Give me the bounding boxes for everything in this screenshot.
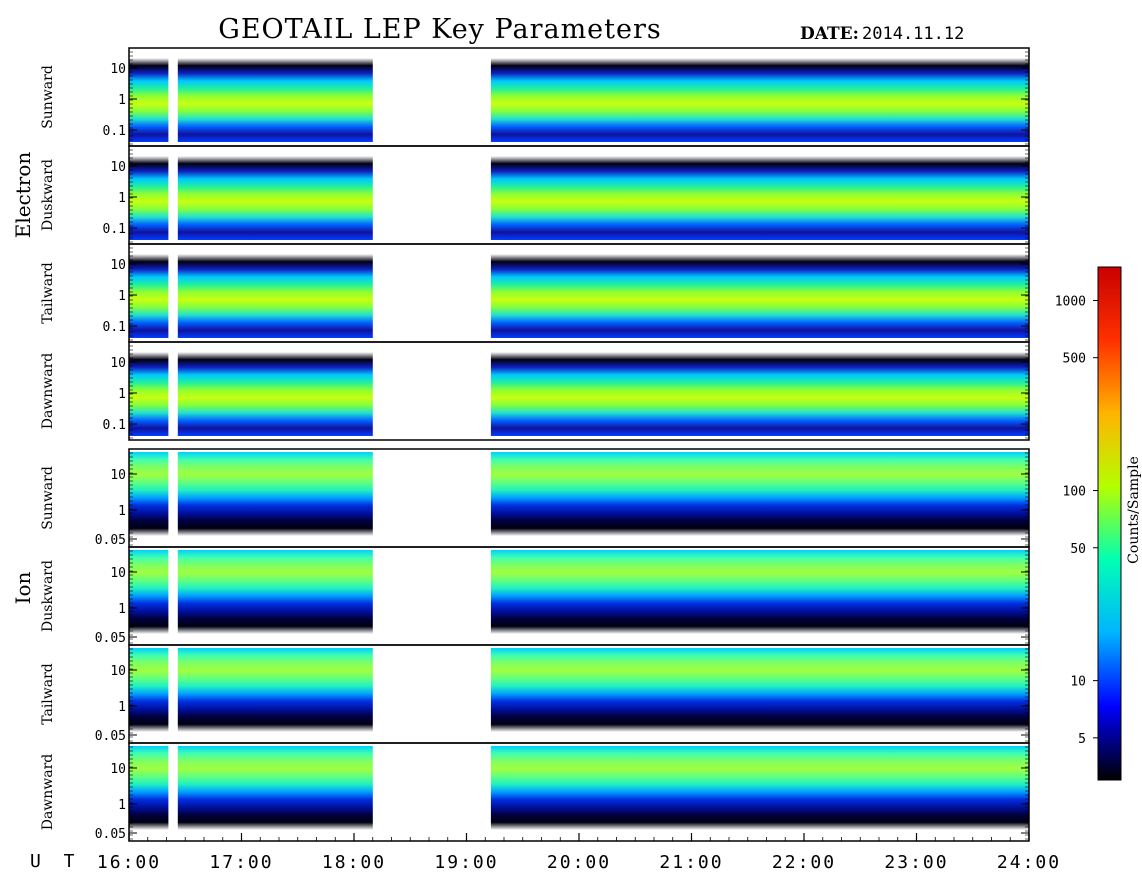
colorbar-tick-label: 100 xyxy=(1063,485,1086,500)
y-tick-label: 1 xyxy=(118,798,126,813)
data-segment xyxy=(129,648,169,732)
colorbar-tick-label: 500 xyxy=(1063,352,1086,367)
y-tick-label: 0.1 xyxy=(103,124,126,139)
panel-direction-label: Dawnward xyxy=(40,754,56,831)
y-tick-label: 1 xyxy=(118,289,126,304)
data-segment xyxy=(129,746,169,830)
panel-direction-label: Duskward xyxy=(40,159,56,231)
group-label-ion: Ion xyxy=(11,571,35,604)
data-segment xyxy=(177,58,373,142)
data-segment xyxy=(177,156,373,240)
y-tick-label: 0.05 xyxy=(95,827,126,842)
x-tick-label: 18:00 xyxy=(322,852,386,873)
colorbar-tick-label: 1000 xyxy=(1055,294,1086,309)
data-segment xyxy=(177,352,373,436)
panel-direction-label: Tailward xyxy=(40,262,56,324)
data-segment xyxy=(490,156,1029,240)
panel-frame xyxy=(128,341,1030,441)
data-segment xyxy=(129,156,169,240)
data-segment xyxy=(129,58,169,142)
time-axis-prefix: U T xyxy=(30,851,81,872)
x-tick-label: 19:00 xyxy=(434,852,498,873)
y-tick-label: 10 xyxy=(110,762,126,777)
y-tick-label: 1 xyxy=(118,387,126,402)
x-tick-label: 23:00 xyxy=(884,852,948,873)
y-tick-label: 10 xyxy=(110,356,126,371)
colorbar: Counts/Sample 5 10 50 100 500 1000 xyxy=(1055,266,1142,781)
panel-direction-label: Tailward xyxy=(40,663,56,725)
colorbar-tick-label: 5 xyxy=(1078,732,1086,747)
data-segment xyxy=(177,746,373,830)
date-label: DATE: xyxy=(800,24,859,44)
panel-electron-sunward: Sunward 0.1 1 10 xyxy=(40,47,1030,147)
panel-electron-duskward: Duskward 0.1 1 10 xyxy=(40,145,1030,245)
y-tick-label: 0.1 xyxy=(103,418,126,433)
data-segment xyxy=(490,352,1029,436)
y-tick-label: 1 xyxy=(118,602,126,617)
chart-title: GEOTAIL LEP Key Parameters xyxy=(218,14,662,45)
panel-direction-label: Sunward xyxy=(40,466,56,530)
y-tick-label: 0.05 xyxy=(95,533,126,548)
data-segment xyxy=(177,254,373,338)
data-segment xyxy=(177,452,373,536)
x-tick-label: 21:00 xyxy=(659,852,723,873)
y-tick-label: 0.05 xyxy=(95,729,126,744)
y-tick-label: 1 xyxy=(118,191,126,206)
time-axis: U T 16:00 17:00 18:00 19:00 20:00 21:00 22:00 2… xyxy=(30,833,1061,873)
data-segment xyxy=(490,254,1029,338)
data-segment xyxy=(177,648,373,732)
panel-ion-duskward: Duskward 0.05 1 10 xyxy=(40,546,1030,646)
data-segment xyxy=(490,58,1029,142)
y-tick-label: 0.05 xyxy=(95,631,126,646)
panel-ion-tailward: Tailward 0.05 1 10 xyxy=(40,644,1030,744)
y-tick-label: 1 xyxy=(118,700,126,715)
x-tick-label: 24:00 xyxy=(997,852,1061,873)
y-tick-label: 10 xyxy=(110,566,126,581)
data-segment xyxy=(490,550,1029,634)
panel-direction-label: Sunward xyxy=(40,65,56,129)
data-segment xyxy=(129,452,169,536)
group-label-electron: Electron xyxy=(11,152,35,239)
data-segment xyxy=(490,746,1029,830)
y-tick-label: 10 xyxy=(110,258,126,273)
y-tick-label: 0.1 xyxy=(103,222,126,237)
data-segment xyxy=(129,550,169,634)
x-tick-label: 16:00 xyxy=(97,852,161,873)
colorbar-label: Counts/Sample xyxy=(1126,456,1142,564)
date-value: 2014.11.12 xyxy=(862,24,964,44)
panel-electron-dawnward: Dawnward 0.1 1 10 xyxy=(40,341,1030,441)
x-tick-label: 22:00 xyxy=(772,852,836,873)
data-segment xyxy=(490,452,1029,536)
y-tick-label: 1 xyxy=(118,93,126,108)
data-segment xyxy=(177,550,373,634)
panel-direction-label: Duskward xyxy=(40,560,56,632)
data-segment xyxy=(490,648,1029,732)
data-segment xyxy=(129,352,169,436)
panel-direction-label: Dawnward xyxy=(40,353,56,430)
y-tick-label: 10 xyxy=(110,468,126,483)
x-tick-label: 20:00 xyxy=(547,852,611,873)
y-tick-label: 10 xyxy=(110,62,126,77)
panel-stack: Sunward 0.1 1 10 Duskward 0.1 1 10 Tailward 0.1 1 1… xyxy=(40,47,1030,842)
y-tick-label: 0.1 xyxy=(103,320,126,335)
colorbar-scale xyxy=(1097,266,1122,781)
colorbar-tick-label: 50 xyxy=(1070,542,1086,557)
x-tick-label: 17:00 xyxy=(209,852,273,873)
y-tick-label: 10 xyxy=(110,664,126,679)
y-tick-label: 10 xyxy=(110,160,126,175)
panel-ion-dawnward: Dawnward 0.05 1 10 xyxy=(40,742,1030,842)
panel-ion-sunward: Sunward 0.05 1 10 xyxy=(40,448,1030,548)
data-segment xyxy=(129,254,169,338)
y-tick-label: 1 xyxy=(118,504,126,519)
colorbar-tick-label: 10 xyxy=(1070,675,1086,690)
panel-electron-tailward: Tailward 0.1 1 10 xyxy=(40,243,1030,343)
